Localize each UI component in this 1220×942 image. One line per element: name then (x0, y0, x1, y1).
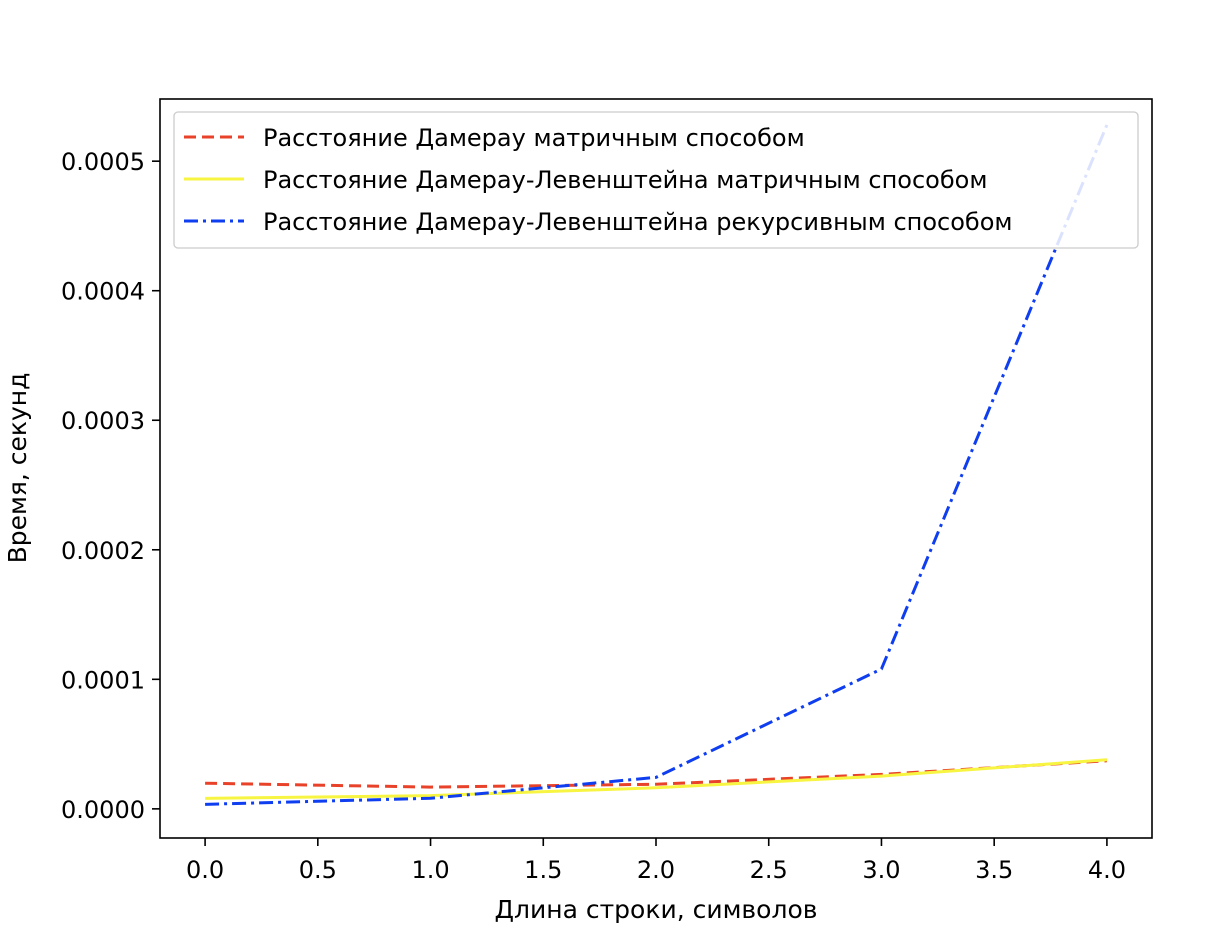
y-axis-label: Время, секунд (3, 373, 32, 564)
x-tick-label: 0.0 (186, 856, 224, 884)
x-tick-label: 2.5 (750, 856, 788, 884)
y-tick-label: 0.0002 (61, 537, 145, 565)
legend-box (173, 111, 1139, 249)
legend-label-3: Расстояние Дамерау-Левенштейна рекурсивн… (263, 208, 1013, 236)
series-layer (204, 124, 1109, 806)
y-axis: 0.0000 0.0001 0.0002 0.0003 0.0004 0.0005 (61, 148, 160, 824)
y-tick-label: 0.0005 (61, 148, 145, 176)
y-tick-label: 0.0001 (61, 666, 145, 694)
x-axis-label: Длина строки, символов (495, 895, 818, 924)
x-tick-label: 1.5 (524, 856, 562, 884)
x-tick-label: 1.0 (411, 856, 449, 884)
legend-label-1: Расстояние Дамерау матричным способом (263, 124, 805, 152)
x-axis: 0.0 0.5 1.0 1.5 2.0 2.5 3.0 3.5 4.0 (186, 838, 1126, 884)
legend-label-2: Расстояние Дамерау-Левенштейна матричным… (263, 166, 987, 194)
x-tick-label: 2.0 (637, 856, 675, 884)
legend: Расстояние Дамерау матричным способом Рас… (173, 111, 1139, 249)
y-tick-label: 0.0004 (61, 278, 145, 306)
y-tick-label: 0.0003 (61, 407, 145, 435)
x-tick-label: 3.5 (975, 856, 1013, 884)
x-tick-label: 0.5 (299, 856, 337, 884)
x-tick-label: 4.0 (1088, 856, 1126, 884)
x-tick-label: 3.0 (862, 856, 900, 884)
y-tick-label: 0.0000 (61, 796, 145, 824)
